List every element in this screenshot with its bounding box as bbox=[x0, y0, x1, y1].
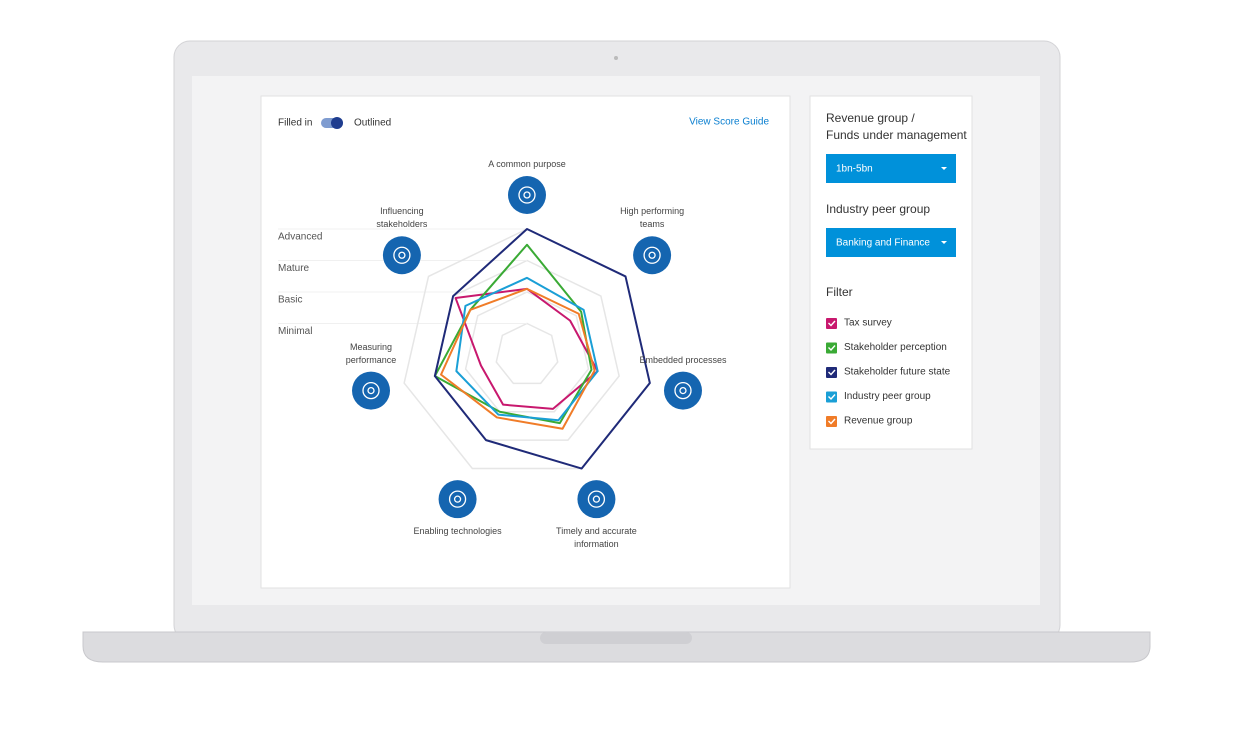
revenue-label-1: Revenue group / bbox=[826, 111, 915, 125]
radar-line bbox=[440, 287, 596, 430]
icon-glyph bbox=[592, 495, 601, 503]
category-label: Timely and accurate information bbox=[556, 526, 637, 550]
check bbox=[828, 369, 836, 376]
icon-glyph bbox=[362, 381, 380, 400]
score-guide-link[interactable]: View Score Guide bbox=[689, 117, 769, 128]
category-label: High performing teams bbox=[620, 206, 685, 230]
legend-label: Stakeholder perception bbox=[844, 342, 947, 353]
legend-checkbox[interactable] bbox=[826, 342, 837, 354]
grid-ring bbox=[464, 291, 590, 413]
category-icon bbox=[577, 480, 616, 519]
toggle-knob[interactable] bbox=[331, 117, 343, 129]
icon-glyph bbox=[453, 495, 462, 503]
icon-glyph bbox=[523, 191, 531, 199]
laptop-base bbox=[82, 631, 1151, 663]
category-label: Measuring performance bbox=[345, 341, 397, 365]
revenue-dropdown[interactable] bbox=[826, 154, 956, 183]
category-label: Influencing stakeholders bbox=[376, 206, 428, 230]
icon-glyph bbox=[448, 490, 467, 508]
icon-glyph bbox=[367, 386, 375, 395]
category-icon bbox=[663, 371, 702, 410]
peer-value[interactable]: Banking and Finance bbox=[836, 238, 930, 249]
caret bbox=[941, 241, 947, 244]
radar-line bbox=[455, 276, 599, 422]
category-icon bbox=[508, 176, 546, 214]
legend-label: Stakeholder future state bbox=[844, 367, 951, 378]
legend-checkbox[interactable] bbox=[826, 318, 837, 329]
peer-label: Industry peer group bbox=[826, 202, 930, 216]
check bbox=[828, 394, 836, 401]
icon-glyph bbox=[393, 246, 411, 264]
revenue-value[interactable]: 1bn-5bn bbox=[836, 164, 873, 175]
notch bbox=[540, 632, 692, 644]
check bbox=[828, 345, 836, 352]
legend-label: Revenue group bbox=[844, 416, 913, 427]
caret bbox=[941, 167, 947, 170]
legend-label: Industry peer group bbox=[844, 391, 931, 402]
icon-glyph bbox=[643, 246, 661, 264]
category-icon bbox=[438, 480, 477, 519]
category-label: A common purpose bbox=[488, 159, 566, 169]
level-label: Advanced bbox=[278, 232, 322, 243]
icon-glyph bbox=[679, 386, 687, 395]
revenue-label-2: Funds under management bbox=[826, 128, 967, 142]
icon-glyph bbox=[587, 490, 606, 508]
radar-line bbox=[454, 287, 599, 410]
category-label: Embedded processes bbox=[639, 354, 727, 365]
icon-glyph bbox=[674, 381, 692, 400]
check bbox=[828, 320, 836, 327]
level-label: Basic bbox=[278, 295, 302, 306]
grid-ring bbox=[495, 322, 559, 385]
category-icon bbox=[352, 371, 391, 410]
toggle-left: Filled in bbox=[278, 118, 312, 129]
level-label: Mature bbox=[278, 263, 310, 274]
peer-dropdown[interactable] bbox=[826, 228, 956, 257]
legend-checkbox[interactable] bbox=[826, 367, 837, 378]
legend-checkbox[interactable] bbox=[826, 416, 837, 427]
toggle-right: Outlined bbox=[354, 118, 391, 129]
icon-glyph bbox=[648, 251, 656, 259]
check bbox=[828, 418, 836, 425]
camera bbox=[614, 56, 618, 60]
category-icon bbox=[382, 236, 421, 275]
filter-label: Filter bbox=[826, 285, 853, 299]
level-label: Minimal bbox=[278, 326, 312, 337]
icon-glyph bbox=[398, 251, 406, 259]
legend-checkbox[interactable] bbox=[826, 391, 837, 403]
legend-label: Tax survey bbox=[844, 318, 892, 329]
radar-line bbox=[433, 228, 651, 470]
category-label: Enabling technologies bbox=[413, 526, 502, 537]
icon-glyph bbox=[518, 186, 536, 204]
category-icon bbox=[633, 236, 672, 275]
